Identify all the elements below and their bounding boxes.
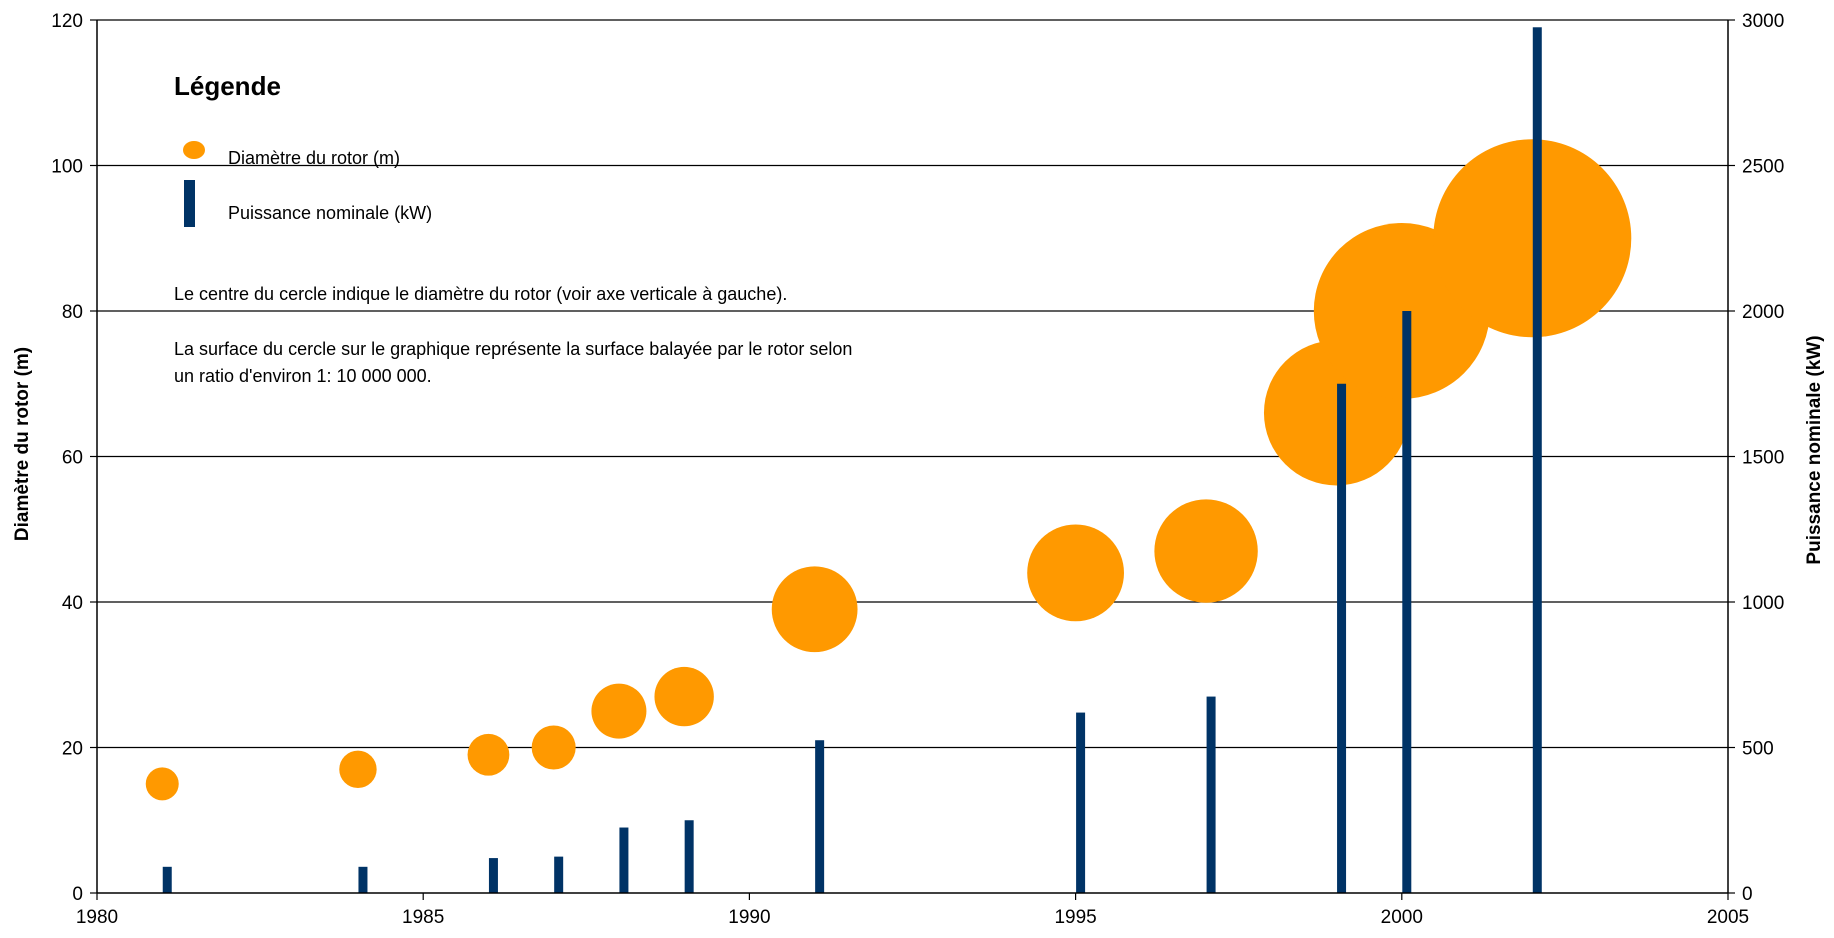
power-bar xyxy=(358,866,368,893)
legend-note-surface-line2: un ratio d'environ 1: 10 000 000. xyxy=(174,366,432,386)
power-bar xyxy=(162,866,172,893)
x-tick-label: 2000 xyxy=(1381,907,1423,928)
y-right-tick-label: 1500 xyxy=(1742,448,1784,469)
rotor-bubble xyxy=(771,566,858,653)
power-bars xyxy=(162,27,1542,893)
x-tick-label: 1995 xyxy=(1054,907,1096,928)
tick-labels: 0 20 40 60 80 100 120 0 500 1000 1500 2000 2500 3000 1… xyxy=(51,11,1784,928)
rotor-bubble xyxy=(1433,139,1632,338)
legend-bar-icon xyxy=(184,180,195,227)
x-tick-label: 1990 xyxy=(728,907,770,928)
y-left-axis-title: Diamètre du rotor (m) xyxy=(12,347,33,541)
legend-title: Légende xyxy=(174,71,281,101)
axes xyxy=(90,19,1735,900)
rotor-bubble xyxy=(591,683,647,739)
legend-item-power: Puissance nominale (kW) xyxy=(228,203,432,223)
y-right-tick-label: 0 xyxy=(1742,884,1753,905)
rotor-bubble xyxy=(339,750,377,789)
y-left-tick-label: 40 xyxy=(62,593,83,614)
rotor-bubble xyxy=(467,733,510,776)
power-bar xyxy=(1076,712,1086,893)
y-left-tick-label: 20 xyxy=(62,739,83,760)
y-right-tick-label: 2500 xyxy=(1742,157,1784,178)
rotor-bubble xyxy=(531,725,576,770)
rotor-bubble xyxy=(654,666,714,727)
y-right-tick-label: 2000 xyxy=(1742,302,1784,323)
power-bar xyxy=(1532,27,1542,893)
power-bar xyxy=(1337,383,1347,893)
y-left-tick-label: 80 xyxy=(62,302,83,323)
y-left-tick-label: 60 xyxy=(62,448,83,469)
y-right-tick-label: 3000 xyxy=(1742,11,1784,32)
y-left-tick-label: 120 xyxy=(51,11,83,32)
y-left-tick-label: 0 xyxy=(72,884,83,905)
gridlines xyxy=(97,19,1728,749)
power-bar xyxy=(488,858,498,893)
power-bar xyxy=(684,820,694,893)
rotor-bubble xyxy=(145,767,179,801)
x-tick-label: 2005 xyxy=(1707,907,1749,928)
x-tick-label: 1985 xyxy=(402,907,444,928)
legend: Légende Diamètre du rotor (m) Puissance … xyxy=(174,71,852,386)
y-right-axis-title: Puissance nominale (kW) xyxy=(1804,335,1825,564)
power-bar xyxy=(554,856,564,893)
power-bar xyxy=(815,740,825,893)
rotor-bubble xyxy=(1027,524,1124,622)
y-right-tick-label: 1000 xyxy=(1742,593,1784,614)
rotor-bubbles xyxy=(145,139,1632,801)
legend-bubble-icon xyxy=(183,141,205,159)
power-bar xyxy=(619,827,629,893)
rotor-bubble xyxy=(1154,499,1258,603)
power-bar xyxy=(1206,696,1216,893)
power-bar xyxy=(1402,311,1412,893)
y-left-tick-label: 100 xyxy=(51,157,83,178)
x-tick-label: 1980 xyxy=(76,907,118,928)
legend-note-surface-line1: La surface du cercle sur le graphique re… xyxy=(174,339,852,359)
y-right-tick-label: 500 xyxy=(1742,739,1774,760)
legend-note-center: Le centre du cercle indique le diamètre … xyxy=(174,284,787,304)
legend-item-diameter: Diamètre du rotor (m) xyxy=(228,148,400,168)
